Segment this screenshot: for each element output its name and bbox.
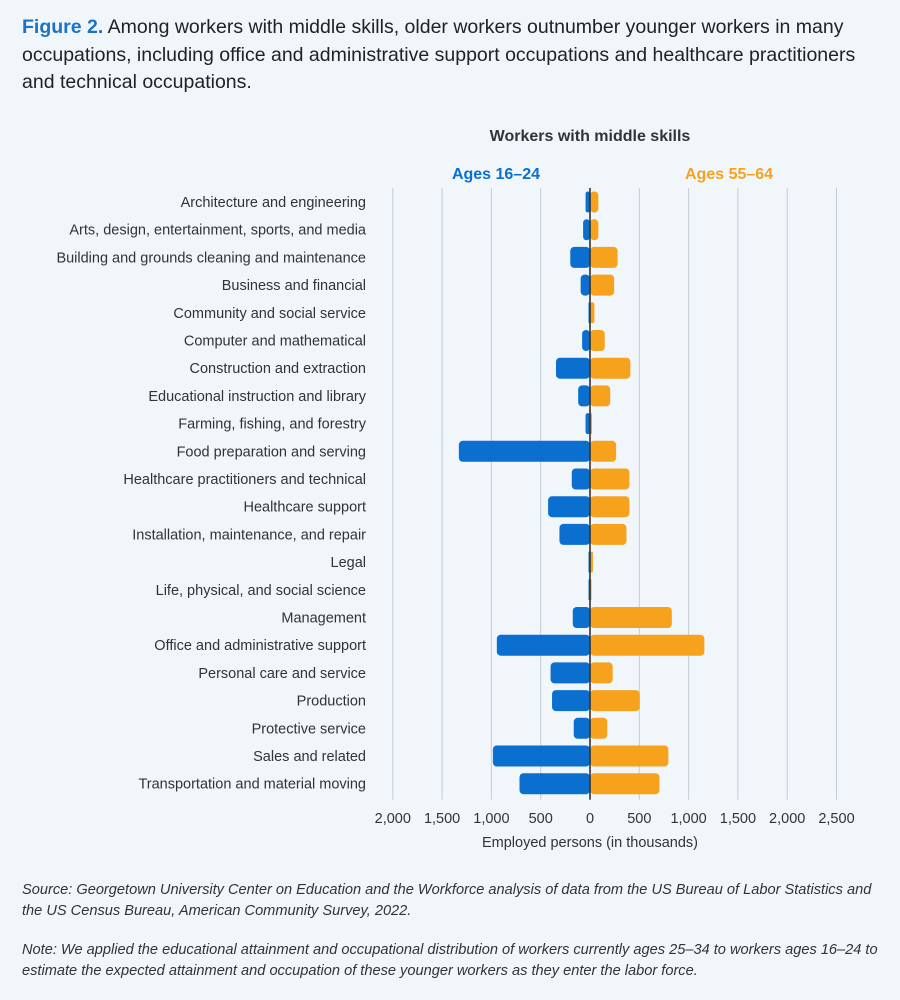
- bar-ages-16-24: [496, 634, 590, 656]
- category-label: Personal care and service: [198, 666, 366, 682]
- bar-ages-55-64: [590, 717, 608, 739]
- x-axis-label: Employed persons (in thousands): [482, 835, 698, 851]
- category-label: Architecture and engineering: [181, 195, 366, 211]
- figure-title-text: Among workers with middle skills, older …: [22, 16, 856, 93]
- chart-title: Workers with middle skills: [490, 128, 691, 145]
- bar-ages-55-64: [590, 191, 599, 213]
- category-label: Healthcare support: [243, 500, 366, 516]
- bar-ages-55-64: [590, 274, 615, 296]
- category-label: Installation, maintenance, and repair: [132, 527, 366, 543]
- figure-title: Figure 2. Among workers with middle skil…: [22, 14, 882, 97]
- methodology-note: Note: We applied the educational attainm…: [22, 942, 878, 979]
- bar-ages-16-24: [585, 413, 590, 435]
- x-tick-label: 2,000: [769, 811, 805, 827]
- category-label: Transportation and material moving: [138, 777, 366, 793]
- x-tick-label: 1,500: [424, 811, 460, 827]
- bar-ages-55-64: [590, 468, 630, 490]
- bar-ages-16-24: [548, 496, 590, 518]
- bar-ages-55-64: [590, 634, 705, 656]
- bar-ages-16-24: [572, 607, 590, 628]
- bar-ages-55-64: [590, 219, 599, 241]
- legend-young: Ages 16–24: [452, 166, 540, 183]
- bar-ages-55-64: [590, 607, 672, 628]
- category-label: Sales and related: [253, 749, 366, 765]
- x-tick-label: 1,000: [473, 811, 509, 827]
- bar-ages-16-24: [585, 191, 590, 213]
- bar-ages-16-24: [583, 219, 590, 241]
- bar-ages-16-24: [580, 274, 590, 296]
- x-tick-label: 1,000: [670, 811, 706, 827]
- category-label: Computer and mathematical: [184, 334, 366, 350]
- category-label: Building and grounds cleaning and mainte…: [56, 250, 366, 266]
- bar-ages-55-64: [590, 523, 627, 545]
- bar-ages-55-64: [590, 773, 660, 795]
- bar-ages-16-24: [573, 717, 590, 739]
- bar-ages-55-64: [590, 440, 617, 462]
- bar-ages-55-64: [590, 302, 595, 324]
- x-tick-label: 1,500: [720, 811, 756, 827]
- category-label: Protective service: [252, 721, 366, 737]
- bar-ages-55-64: [590, 330, 605, 351]
- bar-ages-16-24: [578, 385, 590, 407]
- x-tick-label: 2,000: [375, 811, 411, 827]
- bar-ages-16-24: [550, 662, 590, 684]
- category-label: Management: [281, 611, 366, 627]
- category-label: Business and financial: [222, 278, 366, 294]
- diverging-bar-chart: 2,000 1,500 1,000 500 0 500 1,000 1,500 2,000 2,5…: [56, 128, 854, 851]
- category-label: Educational instruction and library: [148, 389, 366, 405]
- category-label: Construction and extraction: [189, 361, 366, 377]
- x-tick-label: 500: [529, 811, 553, 827]
- bar-ages-16-24: [555, 357, 590, 379]
- category-label: Office and administrative support: [154, 638, 366, 654]
- bar-ages-55-64: [590, 357, 631, 379]
- bar-ages-16-24: [458, 440, 590, 462]
- category-label: Healthcare practitioners and technical: [123, 472, 366, 488]
- bar-ages-55-64: [590, 745, 669, 767]
- bar-ages-55-64: [590, 662, 613, 684]
- bar-ages-16-24: [559, 523, 590, 545]
- x-tick-label: 500: [627, 811, 651, 827]
- bar-ages-16-24: [552, 690, 590, 712]
- bar-ages-55-64: [590, 246, 618, 268]
- source-note: Source: Georgetown University Center on …: [22, 882, 872, 919]
- category-label: Community and social service: [173, 306, 366, 322]
- category-label: Food preparation and serving: [177, 444, 366, 460]
- category-label: Arts, design, entertainment, sports, and…: [69, 223, 367, 239]
- bar-ages-55-64: [590, 496, 630, 518]
- category-label: Life, physical, and social science: [156, 583, 366, 599]
- category-label: Production: [297, 694, 366, 710]
- bar-ages-55-64: [590, 690, 640, 712]
- bar-ages-16-24: [492, 745, 590, 767]
- legend-old: Ages 55–64: [685, 166, 773, 183]
- bar-ages-16-24: [519, 773, 590, 795]
- bar-ages-55-64: [590, 385, 611, 407]
- x-tick-label: 0: [586, 811, 594, 827]
- figure-label: Figure 2.: [22, 16, 104, 38]
- bar-ages-16-24: [571, 468, 590, 490]
- bar-ages-16-24: [570, 246, 590, 268]
- category-label: Farming, fishing, and forestry: [178, 417, 367, 433]
- category-label: Legal: [331, 555, 366, 571]
- x-tick-label: 2,500: [818, 811, 854, 827]
- bar-ages-16-24: [582, 330, 590, 351]
